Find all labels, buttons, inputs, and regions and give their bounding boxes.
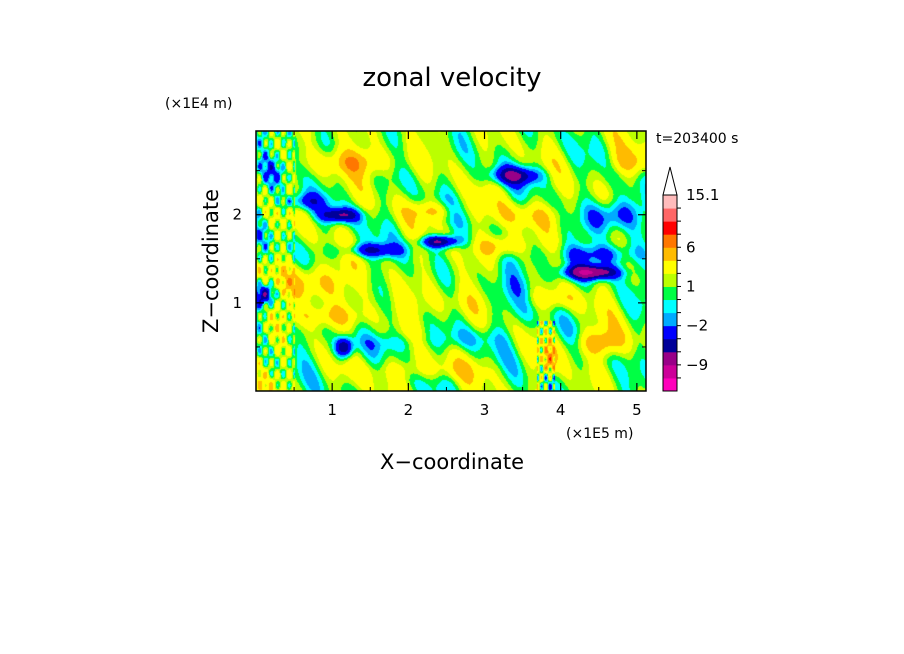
y-tick-label: 1 bbox=[232, 294, 242, 312]
heatmap-field bbox=[256, 131, 646, 391]
colorbar-segment bbox=[663, 195, 677, 209]
colorbar-segment bbox=[663, 325, 677, 340]
colorbar-segment bbox=[663, 312, 677, 327]
colorbar-segment bbox=[663, 286, 677, 301]
y-tick-label: 2 bbox=[232, 206, 242, 224]
colorbar-frame bbox=[662, 194, 678, 392]
colorbar-segment bbox=[663, 364, 677, 379]
x-axis: 1 2 3 4 5 bbox=[293, 131, 642, 419]
colorbar-segment bbox=[663, 247, 677, 261]
y-axis-unit: (×1E4 m) bbox=[165, 96, 232, 112]
colorbar-segment bbox=[663, 273, 677, 287]
x-tick-label: 1 bbox=[327, 401, 337, 419]
x-tick-label: 4 bbox=[556, 401, 566, 419]
y-axis-title: Z−coordinate bbox=[199, 189, 223, 333]
colorbar-segment bbox=[663, 338, 677, 353]
colorbar-segment bbox=[663, 234, 677, 248]
x-axis-title: X−coordinate bbox=[380, 450, 524, 474]
x-tick-label: 5 bbox=[632, 401, 642, 419]
colorbar: 15.1 6 1 −2 −9 bbox=[662, 166, 719, 392]
colorbar-label: 15.1 bbox=[686, 186, 719, 204]
x-axis-unit: (×1E5 m) bbox=[566, 426, 633, 442]
colorbar-segment bbox=[663, 208, 677, 222]
plot-frame bbox=[255, 130, 647, 392]
chart-title: zonal velocity bbox=[362, 63, 541, 93]
colorbar-segment bbox=[663, 299, 677, 314]
colorbar-segment bbox=[663, 221, 677, 235]
colorbar-label: −2 bbox=[686, 317, 708, 335]
colorbar-label: 1 bbox=[686, 277, 696, 295]
x-tick-label: 2 bbox=[404, 401, 414, 419]
colorbar-label: 6 bbox=[686, 238, 696, 256]
colorbar-extend-arrow bbox=[662, 166, 678, 196]
colorbar-label: −9 bbox=[686, 356, 708, 374]
colorbar-segment bbox=[663, 351, 677, 366]
y-axis: 12 bbox=[232, 170, 646, 348]
colorbar-segment bbox=[663, 377, 677, 392]
x-tick-label: 3 bbox=[480, 401, 490, 419]
time-label: t=203400 s bbox=[656, 131, 738, 147]
colorbar-segment bbox=[663, 260, 677, 274]
